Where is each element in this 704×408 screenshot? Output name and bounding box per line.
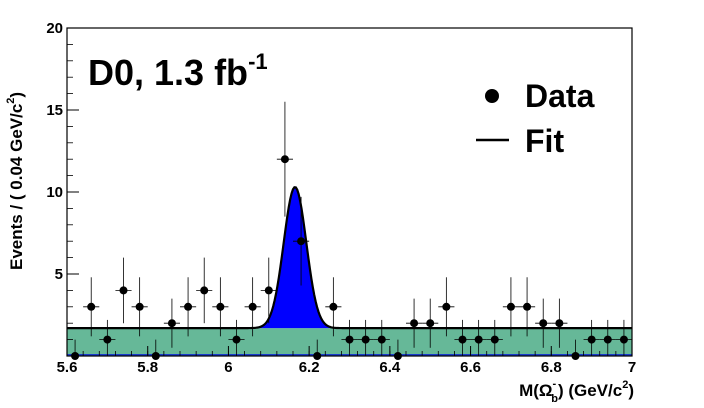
data-point (406, 298, 423, 348)
x-tick-label: 6.8 (541, 359, 562, 376)
data-point (551, 298, 568, 348)
data-point-marker (555, 319, 564, 328)
y-tick-label: 10 (46, 184, 63, 201)
data-point (599, 319, 616, 356)
y-axis-title: Events / ( 0.04 GeV/c2) (5, 92, 26, 270)
x-tick-label: 5.8 (137, 359, 158, 376)
annotation-main: D0, 1.3 fb (88, 52, 248, 93)
x-tick-label: 6.4 (379, 359, 401, 376)
x-tick-label: 6.6 (460, 359, 481, 376)
legend-entry-fit: Fit (525, 123, 564, 159)
y-tick-label: 20 (46, 20, 63, 37)
data-point-marker (135, 302, 144, 311)
data-point-marker (490, 335, 499, 344)
y-tick-label: 5 (55, 266, 63, 283)
axis-ticks: 5.6 5.8 6 6.2 6.4 6.6 6.8 7 5 10 15 20 (46, 20, 636, 376)
data-point-marker (103, 335, 112, 344)
data-point (115, 257, 132, 324)
fit-curve (67, 186, 632, 330)
data-point (454, 319, 471, 356)
data-point-marker (280, 155, 289, 164)
data-point-marker (216, 302, 225, 311)
data-point-marker (442, 302, 451, 311)
legend-data-marker (485, 89, 499, 103)
data-point-marker (167, 319, 176, 328)
x-title-end: ) (628, 381, 634, 400)
data-point-marker (329, 302, 338, 311)
x-title-post-sup: 2 (622, 379, 628, 391)
data-point (341, 319, 358, 356)
data-point (615, 319, 632, 356)
fit-layer (67, 186, 632, 330)
data-point (373, 319, 390, 356)
data-point-marker (200, 286, 209, 295)
data-point (438, 277, 455, 337)
data-point (196, 257, 213, 324)
legend-entry-data: Data (525, 78, 595, 114)
x-title-sup: - (553, 378, 557, 390)
annotation-superscript: -1 (248, 49, 268, 74)
data-point-marker (377, 335, 386, 344)
data-point (131, 277, 148, 337)
data-point (163, 298, 180, 348)
data-point-marker (87, 302, 96, 311)
data-point-marker (345, 335, 354, 344)
data-point-marker (587, 335, 596, 344)
data-point (325, 277, 342, 337)
data-point (470, 319, 487, 356)
data-point (519, 277, 536, 337)
data-point-marker (361, 335, 370, 344)
annotation-label: D0, 1.3 fb-1 (88, 49, 268, 93)
legend: Data Fit (476, 78, 595, 159)
y-title-sup: 2 (5, 98, 17, 104)
data-point-marker (410, 319, 419, 328)
data-point (486, 319, 503, 356)
x-title-pre: M(Ω (519, 381, 552, 400)
data-point (422, 298, 439, 348)
data-point (583, 319, 600, 356)
data-point-marker (506, 302, 515, 311)
data-point (228, 319, 245, 356)
data-point-marker (619, 335, 628, 344)
signal-component (249, 187, 341, 329)
y-title-end: ) (7, 92, 26, 98)
x-tick-label: 6.2 (299, 359, 320, 376)
x-title-sub: b (551, 393, 558, 405)
data-point (260, 257, 277, 324)
x-tick-label: 6 (224, 359, 232, 376)
data-point-marker (539, 319, 548, 328)
data-point-marker (232, 335, 241, 344)
data-point (180, 277, 197, 337)
data-point-marker (264, 286, 273, 295)
data-point (244, 277, 261, 337)
y-tick-label: 15 (46, 102, 63, 119)
data-point (357, 319, 374, 356)
data-point (502, 277, 519, 337)
data-point-marker (248, 302, 257, 311)
data-point (212, 277, 229, 337)
data-point-marker (184, 302, 193, 311)
data-point-marker (523, 302, 532, 311)
x-tick-label: 7 (628, 359, 636, 376)
x-axis-title: M(Ω- b) (GeV/c2) (519, 378, 634, 405)
data-point (83, 277, 100, 337)
y-title-pre: Events / ( 0.04 GeV/c (7, 104, 26, 270)
signal-layer (249, 187, 341, 329)
x-tick-label: 5.6 (57, 359, 78, 376)
data-point-marker (426, 319, 435, 328)
data-point-marker (474, 335, 483, 344)
data-point (99, 319, 116, 356)
data-point (276, 101, 293, 217)
data-point-marker (458, 335, 467, 344)
data-point-marker (119, 286, 128, 295)
data-point (293, 196, 310, 286)
data-point-marker (297, 237, 306, 246)
data-point-marker (603, 335, 612, 344)
data-point (535, 298, 552, 348)
x-title-post: ) (GeV/c (558, 381, 622, 400)
